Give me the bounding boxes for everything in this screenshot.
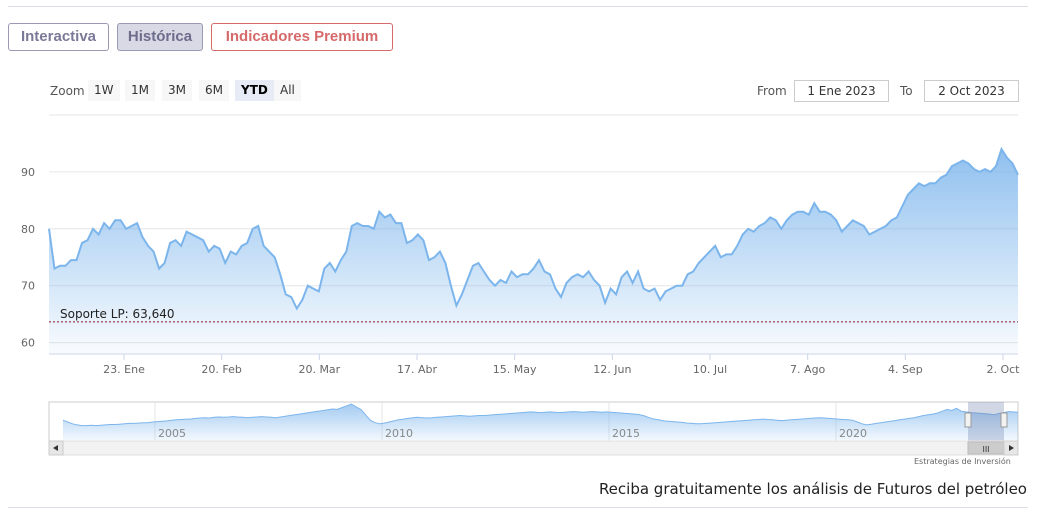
tab-interactiva[interactable]: Interactiva bbox=[8, 23, 109, 51]
navigator-selection[interactable] bbox=[968, 402, 1004, 441]
series-line[interactable] bbox=[48, 146, 1019, 311]
x-tick-label: 17. Abr bbox=[397, 363, 437, 376]
range-from-input[interactable] bbox=[794, 80, 889, 102]
navigator-year-label: 2020 bbox=[839, 427, 867, 440]
top-divider bbox=[8, 6, 1028, 7]
zoom-6m-button[interactable]: 6M bbox=[199, 80, 229, 101]
x-tick-label: 20. Mar bbox=[298, 363, 340, 376]
navigator-handle-right[interactable] bbox=[1000, 412, 1008, 428]
scrollbar-track[interactable] bbox=[48, 440, 1019, 456]
support-label: Soporte LP: 63,640 bbox=[60, 307, 175, 321]
zoom-ytd-button[interactable]: YTD bbox=[235, 80, 274, 101]
range-to-input[interactable] bbox=[924, 80, 1019, 102]
zoom-1w-button[interactable]: 1W bbox=[88, 80, 120, 101]
chart-credits[interactable]: Estrategias de Inversión bbox=[914, 457, 1011, 466]
x-tick-label: 10. Jul bbox=[693, 363, 727, 376]
navigator-year-label: 2005 bbox=[158, 427, 186, 440]
navigator-line bbox=[62, 403, 1019, 427]
scrollbar[interactable]: III bbox=[48, 440, 1019, 456]
arrow-left-icon bbox=[53, 445, 58, 451]
x-tick-label: 2. Oct bbox=[986, 363, 1020, 376]
navigator[interactable]: 2005 2010 2015 2020 bbox=[48, 401, 1019, 442]
zoom-1m-button[interactable]: 1M bbox=[125, 80, 155, 101]
series-area bbox=[49, 149, 1018, 354]
cta-link[interactable]: Reciba gratuitamente los análisis de Fut… bbox=[598, 480, 1027, 498]
y-tick-label: 70 bbox=[21, 280, 35, 293]
navigator-year-label: 2015 bbox=[612, 427, 640, 440]
tab-indicadores-premium[interactable]: Indicadores Premium bbox=[211, 23, 393, 51]
x-tick-label: 20. Feb bbox=[201, 363, 241, 376]
navigator-year-labels: 2005 2010 2015 2020 bbox=[158, 427, 867, 440]
x-tick-label: 12. Jun bbox=[593, 363, 631, 376]
x-axis-ticks: 23. Ene 20. Feb 20. Mar 17. Abr 15. May 12. J… bbox=[103, 354, 1020, 376]
zoom-label: Zoom bbox=[50, 84, 85, 98]
navigator-area bbox=[63, 404, 1018, 440]
y-tick-label: 90 bbox=[21, 166, 35, 179]
navigator-year-label: 2010 bbox=[385, 427, 413, 440]
bottom-divider bbox=[8, 507, 1028, 508]
x-tick-label: 7. Ago bbox=[790, 363, 825, 376]
x-tick-label: 15. May bbox=[493, 363, 537, 376]
arrow-right-icon bbox=[1009, 445, 1014, 451]
navigator-handle-left[interactable] bbox=[964, 412, 972, 428]
y-tick-label: 60 bbox=[21, 337, 35, 350]
scrollbar-grip-icon: III bbox=[982, 445, 989, 454]
zoom-3m-button[interactable]: 3M bbox=[162, 80, 192, 101]
x-tick-label: 23. Ene bbox=[103, 363, 145, 376]
y-axis-ticks: 90 80 70 60 bbox=[21, 166, 35, 350]
x-tick-label: 4. Sep bbox=[888, 363, 923, 376]
price-chart: 90 80 70 60 Soporte LP: 63,640 23. Ene 20. F… bbox=[21, 114, 1020, 456]
tab-historica[interactable]: Histórica bbox=[117, 23, 203, 51]
range-from-label: From bbox=[757, 84, 787, 98]
zoom-all-button[interactable]: All bbox=[274, 80, 301, 101]
y-tick-label: 80 bbox=[21, 223, 35, 236]
range-to-label: To bbox=[900, 84, 913, 98]
